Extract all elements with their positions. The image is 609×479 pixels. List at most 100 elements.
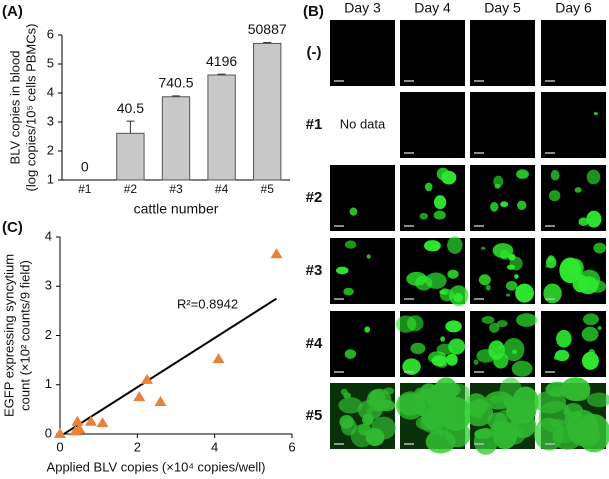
point bbox=[71, 415, 84, 426]
column-label: Day 6 bbox=[555, 0, 592, 16]
cell-blob bbox=[574, 187, 582, 193]
cell-blob bbox=[383, 387, 395, 395]
bar-label: 50887 bbox=[248, 21, 287, 37]
glow bbox=[330, 383, 395, 449]
cell-blob bbox=[499, 377, 523, 404]
cell-blob bbox=[490, 395, 504, 404]
y-axis-label: EGFP expressing syncytium bbox=[1, 254, 16, 417]
x-tick-label: 4 bbox=[211, 439, 218, 454]
image-bg bbox=[470, 20, 535, 86]
bar bbox=[253, 42, 282, 181]
row-label: #5 bbox=[306, 407, 323, 424]
cell-blob bbox=[550, 418, 566, 429]
x-tick-label: #5 bbox=[261, 182, 275, 196]
point bbox=[212, 353, 225, 364]
cell-blob bbox=[513, 405, 519, 412]
micrograph bbox=[400, 92, 465, 158]
micrograph bbox=[330, 311, 395, 377]
bar bbox=[207, 74, 236, 181]
cell-blob bbox=[569, 384, 591, 402]
y-tick-label: 1 bbox=[47, 171, 54, 186]
row-label: (-) bbox=[307, 44, 322, 61]
row-label: #4 bbox=[306, 335, 323, 352]
micrograph bbox=[541, 165, 606, 231]
cell-blob bbox=[548, 190, 561, 202]
cell-blob bbox=[406, 315, 424, 332]
cell-blob bbox=[581, 351, 599, 370]
cell-blob bbox=[344, 240, 357, 249]
cell-blob bbox=[588, 280, 607, 293]
cell-blob bbox=[410, 342, 426, 355]
point bbox=[154, 395, 167, 406]
bar-label: 40.5 bbox=[117, 100, 144, 116]
cell-blob bbox=[343, 287, 354, 296]
cell-blob bbox=[426, 418, 444, 431]
column-label: Day 3 bbox=[344, 0, 381, 16]
cell-blob bbox=[447, 236, 463, 254]
point bbox=[73, 423, 86, 434]
cell-blob bbox=[366, 254, 371, 259]
cell-blob bbox=[543, 283, 562, 304]
cell-blob bbox=[505, 293, 511, 297]
micrograph bbox=[470, 238, 535, 304]
cell-blob bbox=[464, 399, 494, 427]
cell-blob bbox=[545, 381, 570, 397]
cell-blob bbox=[500, 201, 509, 208]
point bbox=[133, 391, 146, 402]
micrograph bbox=[470, 311, 538, 377]
cell-blob bbox=[424, 182, 433, 192]
bar bbox=[161, 96, 191, 181]
cell-blob bbox=[423, 240, 441, 252]
cell-blob bbox=[492, 243, 514, 259]
point bbox=[54, 428, 66, 438]
cell-blob bbox=[496, 320, 508, 328]
bar-label: 4196 bbox=[206, 53, 237, 69]
cell-blob bbox=[485, 284, 491, 291]
glow bbox=[541, 383, 606, 449]
cell-blob bbox=[511, 349, 518, 355]
point bbox=[84, 415, 97, 426]
cell-blob bbox=[597, 326, 602, 331]
y-axis-label: (log copies/10⁵ cells PBMCs) bbox=[23, 24, 38, 192]
image-bg bbox=[330, 165, 395, 231]
micrograph bbox=[330, 20, 395, 86]
bar-label: 0 bbox=[81, 159, 89, 175]
y-tick-label: 0 bbox=[45, 425, 52, 440]
cell-blob bbox=[338, 397, 363, 414]
cell-blob bbox=[344, 349, 357, 359]
cell-blob bbox=[503, 338, 525, 362]
image-bg bbox=[470, 92, 535, 158]
panel-label: (A) bbox=[2, 3, 23, 20]
cell-blob bbox=[441, 170, 457, 185]
micrograph bbox=[330, 383, 396, 449]
cell-blob bbox=[493, 423, 503, 431]
x-tick-label: #1 bbox=[78, 182, 92, 196]
cell-blob bbox=[489, 322, 500, 333]
cell-blob bbox=[440, 336, 446, 342]
row-label: #3 bbox=[306, 262, 323, 279]
cell-blob bbox=[349, 207, 358, 216]
x-axis-label: Applied BLV copies (×10⁴ copies/well) bbox=[47, 459, 266, 474]
cell-blob bbox=[578, 217, 589, 226]
cell-blob bbox=[593, 242, 606, 254]
cell-blob bbox=[406, 271, 427, 286]
y-axis-label: BLV copies in blood bbox=[7, 51, 22, 165]
cell-blob bbox=[431, 355, 447, 367]
micrograph bbox=[541, 92, 606, 158]
image-bg bbox=[330, 311, 395, 377]
cell-blob bbox=[554, 349, 570, 362]
cell-blob bbox=[427, 414, 436, 419]
cell-blob bbox=[371, 416, 396, 440]
y-tick-label: 4 bbox=[45, 228, 52, 243]
cell-blob bbox=[433, 195, 447, 210]
y-tick-label: 3 bbox=[47, 113, 54, 128]
cell-blob bbox=[586, 169, 601, 185]
bar bbox=[116, 132, 145, 181]
cell-blob bbox=[550, 169, 560, 181]
micrograph bbox=[470, 165, 535, 231]
cell-blob bbox=[439, 288, 454, 302]
cell-blob bbox=[593, 112, 598, 116]
image-bg bbox=[400, 20, 465, 86]
micrograph bbox=[541, 20, 606, 86]
